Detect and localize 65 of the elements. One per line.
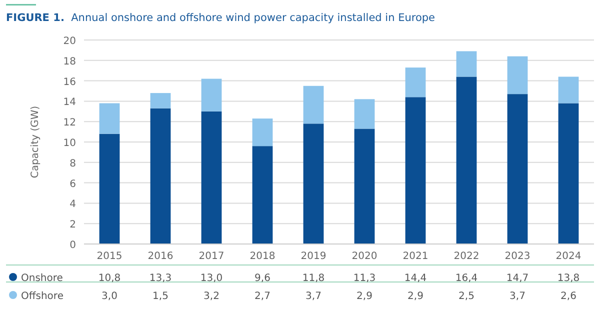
data-label: 11,8 — [302, 273, 325, 284]
bar — [405, 68, 426, 98]
bar — [150, 93, 171, 108]
x-tick-label: 2017 — [198, 251, 224, 262]
bar — [99, 134, 120, 244]
data-label: 2,6 — [560, 291, 576, 302]
data-label: 2,9 — [408, 291, 424, 302]
data-label: 2,7 — [254, 291, 270, 302]
y-tick-label: 8 — [70, 158, 76, 170]
data-label: 16,4 — [455, 273, 478, 284]
data-label: 3,7 — [510, 291, 526, 302]
bar — [558, 76, 579, 104]
x-tick-label: 2021 — [402, 251, 428, 262]
bar — [507, 94, 528, 244]
bar — [303, 86, 324, 124]
data-label: 3,0 — [102, 291, 118, 302]
bar — [150, 108, 171, 244]
data-label: 14,4 — [404, 273, 427, 284]
x-tick-label: 2022 — [454, 251, 480, 262]
bar — [507, 56, 528, 94]
data-label: 2,9 — [356, 291, 372, 302]
y-tick-label: 4 — [70, 199, 76, 210]
bar — [354, 128, 375, 244]
x-tick-label: 2024 — [556, 251, 582, 262]
x-tick-label: 2023 — [504, 251, 530, 262]
data-label: 9,6 — [254, 273, 270, 284]
bar — [456, 51, 477, 77]
data-label: 10,8 — [98, 273, 121, 284]
x-tick-label: 2016 — [148, 251, 174, 262]
x-tick-label: 2018 — [250, 251, 276, 262]
chart-title: FIGURE 1. Annual onshore and offshore wind power capacity installed in Europe — [6, 12, 435, 24]
data-label: 13,8 — [557, 273, 580, 284]
y-axis-title: Capacity (GW) — [30, 106, 41, 178]
bar — [558, 103, 579, 244]
y-tick-label: 10 — [63, 138, 76, 149]
data-label: 3,2 — [204, 291, 220, 302]
data-label: 1,5 — [152, 291, 168, 302]
bar — [201, 78, 222, 112]
bar — [99, 103, 120, 134]
data-label: 11,3 — [353, 273, 376, 284]
y-tick-label: 2 — [70, 220, 76, 231]
y-tick-label: 6 — [70, 178, 76, 190]
bar — [252, 146, 273, 244]
y-tick-label: 20 — [63, 36, 76, 47]
y-tick-label: 16 — [63, 76, 76, 88]
bar — [201, 111, 222, 244]
bar — [405, 97, 426, 244]
bar — [354, 99, 375, 129]
legend-label: Offshore — [21, 291, 64, 302]
y-tick-label: 12 — [63, 118, 76, 129]
legend-label: Onshore — [21, 273, 63, 284]
y-tick-label: 14 — [63, 97, 76, 108]
y-tick-label: 18 — [63, 56, 76, 68]
x-tick-label: 2015 — [96, 251, 122, 262]
bar — [252, 118, 273, 146]
data-label: 13,0 — [200, 273, 223, 284]
data-label: 3,7 — [306, 291, 322, 302]
bar — [303, 124, 324, 244]
data-label: 14,7 — [506, 273, 529, 284]
x-tick-label: 2019 — [300, 251, 326, 262]
data-label: 2,5 — [458, 291, 474, 302]
bar — [456, 76, 477, 244]
data-label: 13,3 — [149, 273, 172, 284]
y-tick-label: 0 — [70, 240, 76, 251]
x-tick-label: 2020 — [352, 251, 378, 262]
